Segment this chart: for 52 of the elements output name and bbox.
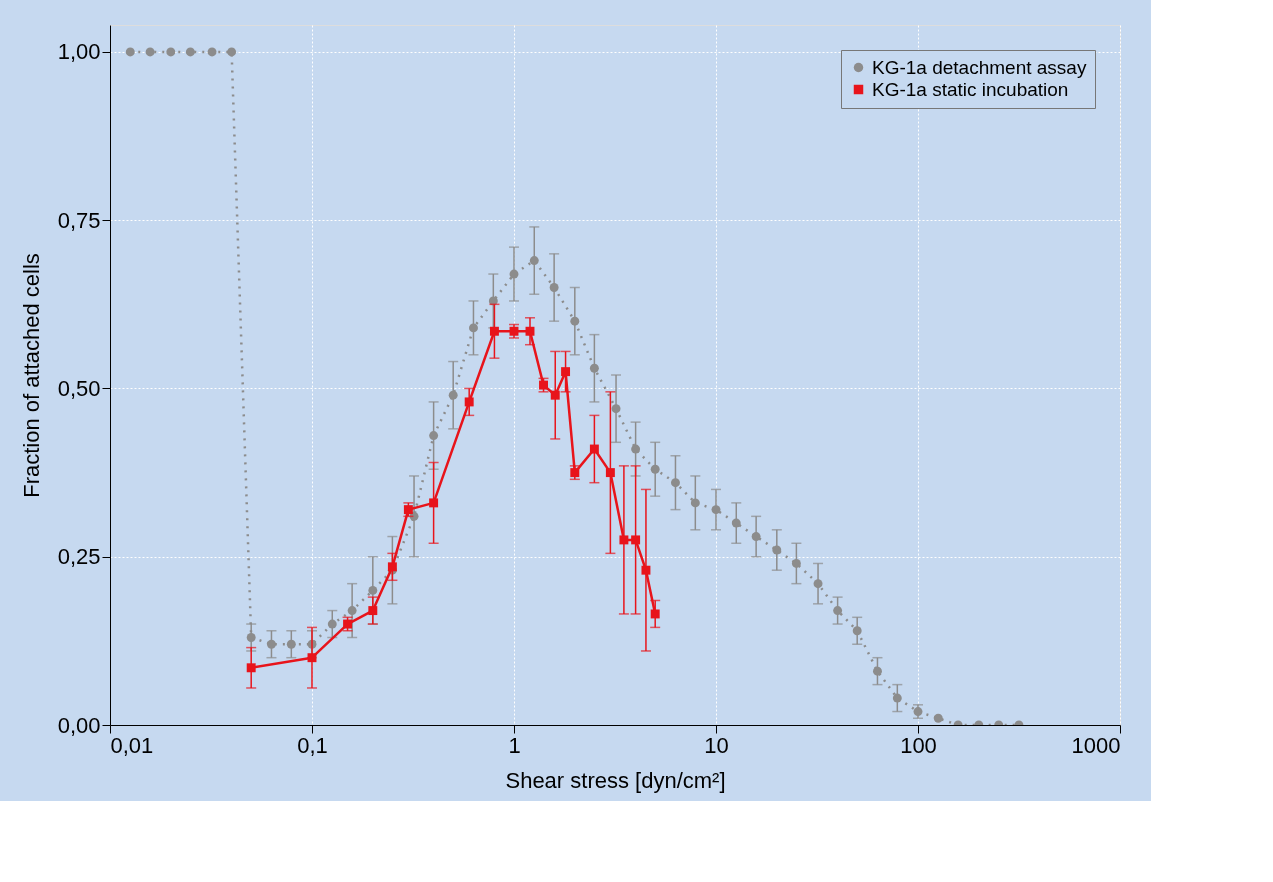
point	[913, 707, 923, 716]
point	[791, 559, 801, 568]
y-axis-title: Fraction of attached cells	[18, 253, 44, 498]
point	[813, 579, 823, 589]
point	[833, 606, 843, 616]
point	[347, 606, 357, 616]
point	[650, 464, 660, 474]
point	[246, 633, 256, 642]
point	[731, 518, 741, 528]
y-tick-label: 0,00	[57, 712, 101, 738]
point	[327, 619, 337, 629]
point	[852, 626, 862, 636]
x-tick-label: 0,1	[297, 732, 328, 758]
x-tick-label: 1000	[1071, 732, 1121, 758]
y-tick-label: 0,75	[57, 207, 101, 233]
point	[266, 639, 276, 649]
x-tick-label: 100	[900, 732, 937, 758]
point	[448, 390, 458, 400]
point	[185, 47, 195, 57]
point	[468, 323, 478, 333]
legend-label: KG-1a static incubation	[872, 78, 1069, 100]
point	[872, 666, 882, 676]
point	[429, 431, 439, 441]
point	[570, 316, 580, 326]
point	[772, 545, 782, 555]
point	[166, 47, 176, 57]
x-tick-label: 1	[508, 732, 521, 758]
point	[711, 505, 721, 515]
point	[368, 585, 378, 595]
point	[286, 639, 296, 649]
point	[529, 256, 539, 266]
point	[933, 713, 943, 723]
y-tick-label: 1,00	[57, 39, 101, 65]
point	[670, 478, 680, 488]
x-axis-title: Shear stress [dyn/cm²]	[505, 767, 726, 793]
point	[549, 283, 559, 292]
x-tick-label: 0,01	[110, 732, 154, 758]
point	[690, 498, 700, 508]
point	[631, 444, 641, 454]
point	[125, 47, 135, 57]
point	[207, 47, 217, 57]
y-tick-label: 0,25	[57, 544, 101, 570]
point	[589, 363, 599, 373]
y-tick-label: 0,50	[57, 375, 101, 401]
point	[509, 269, 519, 279]
point	[751, 532, 761, 541]
legend-label: KG-1a detachment assay	[872, 56, 1087, 78]
point	[145, 47, 155, 57]
point	[892, 693, 902, 703]
x-tick-label: 10	[704, 732, 729, 758]
point	[611, 404, 621, 414]
point	[227, 47, 237, 57]
